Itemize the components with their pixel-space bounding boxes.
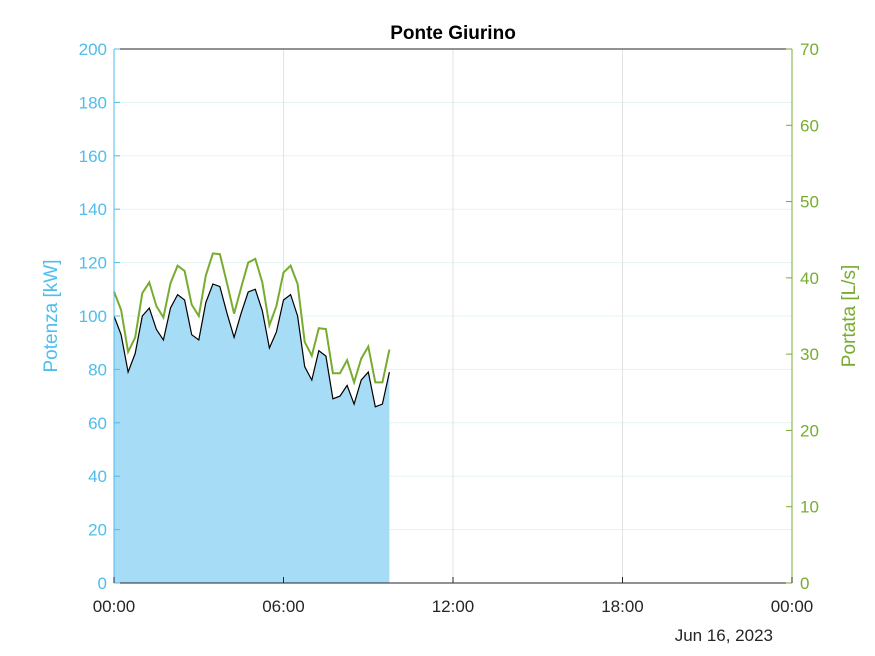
y-left-tick-label: 40 [88, 467, 107, 486]
y-left-tick-label: 100 [79, 307, 107, 326]
y-left-tick-label: 60 [88, 414, 107, 433]
chart-title: Ponte Giurino [390, 23, 516, 44]
series-power-area [114, 284, 390, 583]
axes [113, 48, 793, 584]
y-right-tick-label: 50 [800, 193, 819, 212]
y-left-tick-label: 20 [88, 521, 107, 540]
y-left-tick-label: 120 [79, 254, 107, 273]
x-tick-label: 12:00 [432, 597, 475, 616]
y-left-tick-label: 180 [79, 93, 107, 112]
y-right-tick-label: 40 [800, 269, 819, 288]
y-axis-right-label: Portata [L/s] [839, 265, 860, 367]
tick-labels: 0 20 40 60 80 100 120 140 160 180 200 0 10 20 30 40 50 60… [79, 40, 819, 616]
series-layer [113, 252, 391, 583]
y-left-tick-label: 0 [98, 574, 107, 593]
y-left-tick-label: 140 [79, 200, 107, 219]
y-left-tick-label: 160 [79, 147, 107, 166]
y-right-tick-label: 70 [800, 40, 819, 59]
date-label: Jun 16, 2023 [675, 626, 773, 645]
y-axis-left-label: Potenza [kW] [41, 260, 62, 373]
series-power-line [113, 283, 390, 408]
x-tick-label: 00:00 [771, 597, 814, 616]
series-flow-line [113, 252, 391, 386]
y-right-tick-label: 10 [800, 498, 819, 517]
y-left-tick-label: 200 [79, 40, 107, 59]
y-right-tick-label: 0 [800, 574, 809, 593]
x-tick-label: 06:00 [262, 597, 305, 616]
y-right-tick-label: 30 [800, 345, 819, 364]
x-tick-label: 00:00 [93, 597, 136, 616]
x-tick-label: 18:00 [601, 597, 644, 616]
y-right-tick-label: 60 [800, 116, 819, 135]
y-right-tick-label: 20 [800, 421, 819, 440]
y-left-tick-label: 80 [88, 360, 107, 379]
